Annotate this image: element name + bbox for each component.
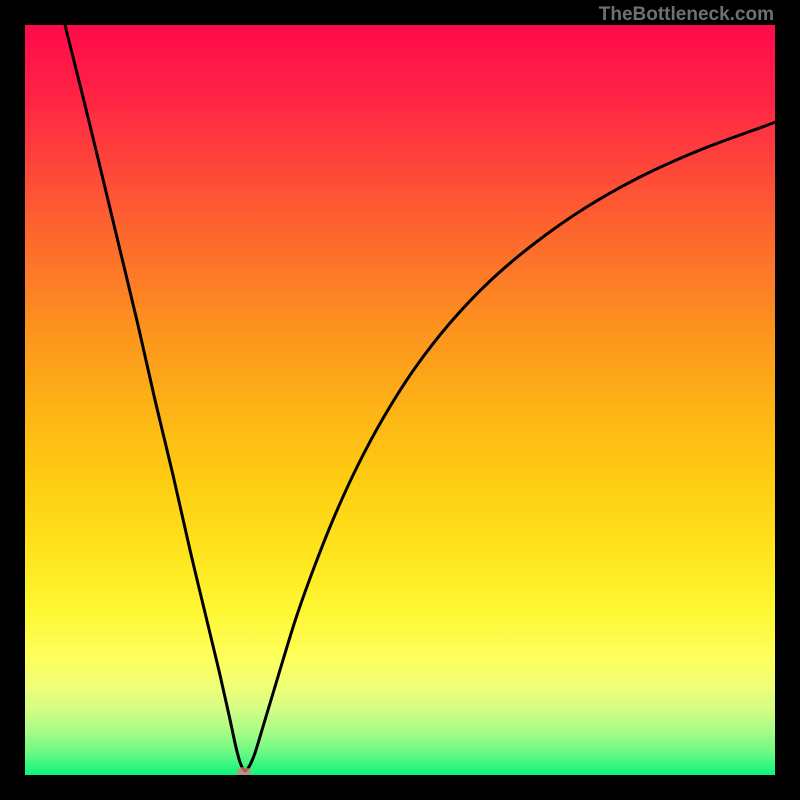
gradient-background bbox=[25, 25, 775, 775]
plot-area bbox=[25, 25, 775, 775]
watermark-text: TheBottleneck.com bbox=[599, 4, 774, 26]
bottleneck-chart: TheBottleneck.com bbox=[0, 0, 800, 800]
